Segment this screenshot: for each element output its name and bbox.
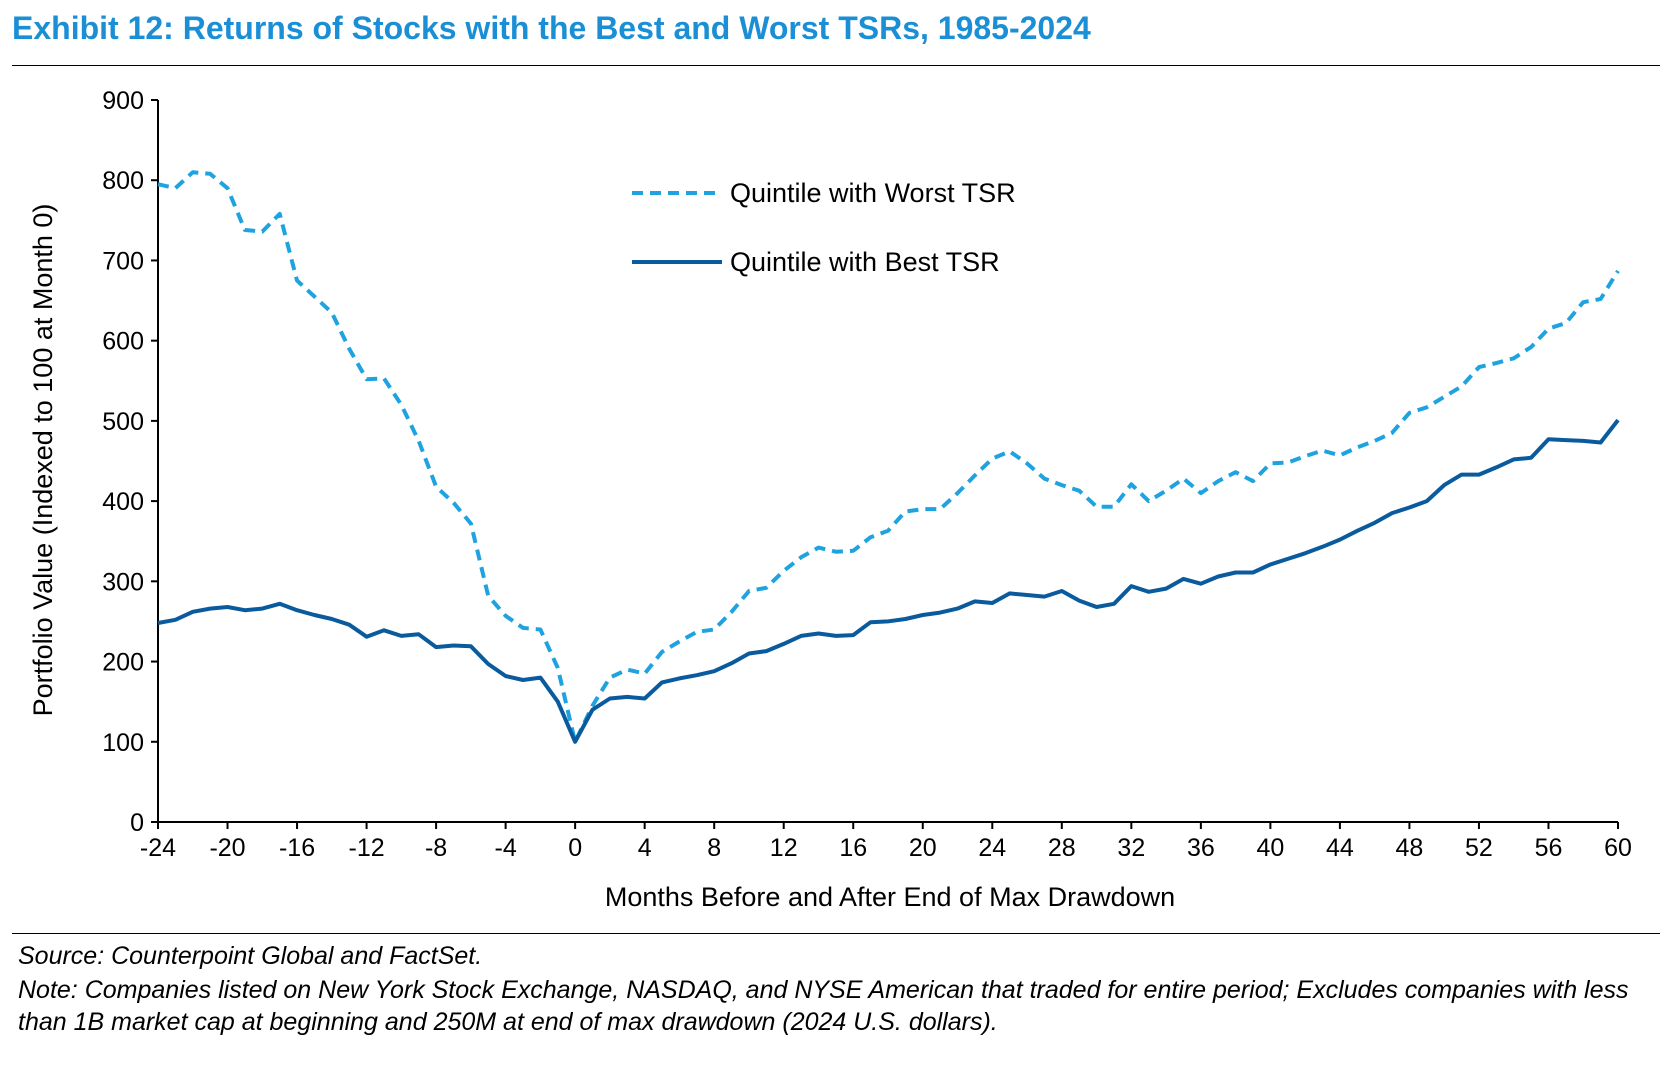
legend-label-best: Quintile with Best TSR bbox=[730, 247, 1000, 277]
series-layer bbox=[157, 170, 1620, 744]
x-tick-label: 12 bbox=[770, 834, 798, 862]
x-tick-label: 40 bbox=[1256, 834, 1284, 862]
x-tick-label: -8 bbox=[425, 834, 447, 862]
chart-legend: Quintile with Worst TSR Quintile with Bes… bbox=[632, 178, 1016, 277]
x-tick-label: 32 bbox=[1117, 834, 1145, 862]
chart-title: Exhibit 12: Returns of Stocks with the B… bbox=[12, 10, 1091, 46]
y-tick-label: 200 bbox=[102, 649, 144, 677]
x-tick-label: 44 bbox=[1326, 834, 1354, 862]
x-tick-label: 60 bbox=[1604, 834, 1632, 862]
x-tick-label: 16 bbox=[839, 834, 867, 862]
y-tick-label: 700 bbox=[102, 247, 144, 275]
x-tick-label: 28 bbox=[1048, 834, 1076, 862]
y-tick-label: 0 bbox=[130, 809, 144, 837]
x-tick-label: 52 bbox=[1465, 834, 1493, 862]
y-tick-label: 600 bbox=[102, 328, 144, 356]
legend-label-worst: Quintile with Worst TSR bbox=[730, 178, 1016, 208]
x-tick-label: 56 bbox=[1535, 834, 1563, 862]
y-tick-label: 300 bbox=[102, 568, 144, 596]
source-note: Source: Counterpoint Global and FactSet. bbox=[18, 942, 483, 970]
x-axis-label: Months Before and After End of Max Drawd… bbox=[605, 882, 1175, 912]
series-line-best-tsr bbox=[157, 418, 1620, 744]
y-tick-label: 100 bbox=[102, 729, 144, 757]
y-tick-label: 400 bbox=[102, 488, 144, 516]
x-tick-label: 24 bbox=[978, 834, 1006, 862]
bottom-rule bbox=[12, 933, 1660, 934]
x-tick-label: 0 bbox=[568, 834, 582, 862]
x-tick-label: -20 bbox=[209, 834, 245, 862]
y-axis-label: Portfolio Value (Indexed to 100 at Month… bbox=[28, 204, 58, 717]
x-tick-label: -24 bbox=[140, 834, 176, 862]
y-tick-label: 500 bbox=[102, 408, 144, 436]
footnote: Note: Companies listed on New York Stock… bbox=[18, 976, 1629, 1036]
y-tick-label: 800 bbox=[102, 167, 144, 195]
x-tick-label: -16 bbox=[279, 834, 315, 862]
y-tick-label: 900 bbox=[102, 87, 144, 115]
series-line-worst-tsr bbox=[157, 170, 1620, 744]
x-tick-label: -4 bbox=[495, 834, 517, 862]
x-tick-label: 4 bbox=[638, 834, 652, 862]
x-tick-label: 20 bbox=[909, 834, 937, 862]
x-tick-label: 48 bbox=[1396, 834, 1424, 862]
top-rule bbox=[12, 65, 1660, 66]
x-tick-label: 36 bbox=[1187, 834, 1215, 862]
x-tick-label: -12 bbox=[349, 834, 385, 862]
x-tick-label: 8 bbox=[707, 834, 721, 862]
